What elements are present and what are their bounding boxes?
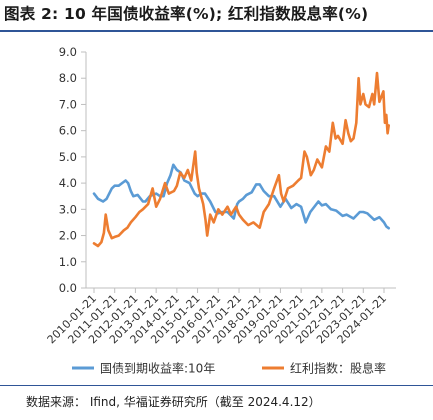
legend: 国债到期收益率:10年 红利指数：股息率 bbox=[72, 361, 386, 376]
legend-label-bond: 国债到期收益率:10年 bbox=[100, 361, 215, 376]
y-tick-label: 3.0 bbox=[59, 202, 77, 216]
figure-title: 图表 2: 10 年国债收益率(%); 红利指数股息率(%) bbox=[4, 5, 369, 23]
x-axis: 2010-01-212011-01-212012-01-212013-01-21… bbox=[45, 287, 396, 346]
y-tick-label: 4.0 bbox=[59, 176, 77, 190]
legend-label-dividend: 红利指数：股息率 bbox=[290, 361, 386, 376]
source-note: 数据来源： Ifind, 华福证券研究所（截至 2024.4.12） bbox=[26, 395, 321, 409]
y-axis: 0.0 1.0 2.0 3.0 4.0 5.0 6.0 7.0 8.0 9.0 bbox=[59, 45, 87, 295]
y-tick-label: 8.0 bbox=[59, 71, 77, 85]
y-tick-label: 1.0 bbox=[59, 255, 77, 269]
y-tick-label: 6.0 bbox=[59, 124, 77, 138]
title-divider bbox=[0, 30, 433, 32]
dividend-yield-line bbox=[92, 71, 391, 248]
footer-divider bbox=[0, 385, 433, 386]
y-tick-label: 2.0 bbox=[59, 229, 77, 243]
y-tick-label: 5.0 bbox=[59, 150, 77, 164]
y-tick-label: 7.0 bbox=[59, 97, 77, 111]
y-tick-label: 0.0 bbox=[59, 281, 77, 295]
bond-yield-line bbox=[92, 163, 391, 230]
series-lines bbox=[92, 71, 391, 248]
y-tick-label: 9.0 bbox=[59, 45, 77, 59]
line-chart: 0.0 1.0 2.0 3.0 4.0 5.0 6.0 7.0 8.0 9.0 2010-01-2… bbox=[45, 45, 396, 376]
